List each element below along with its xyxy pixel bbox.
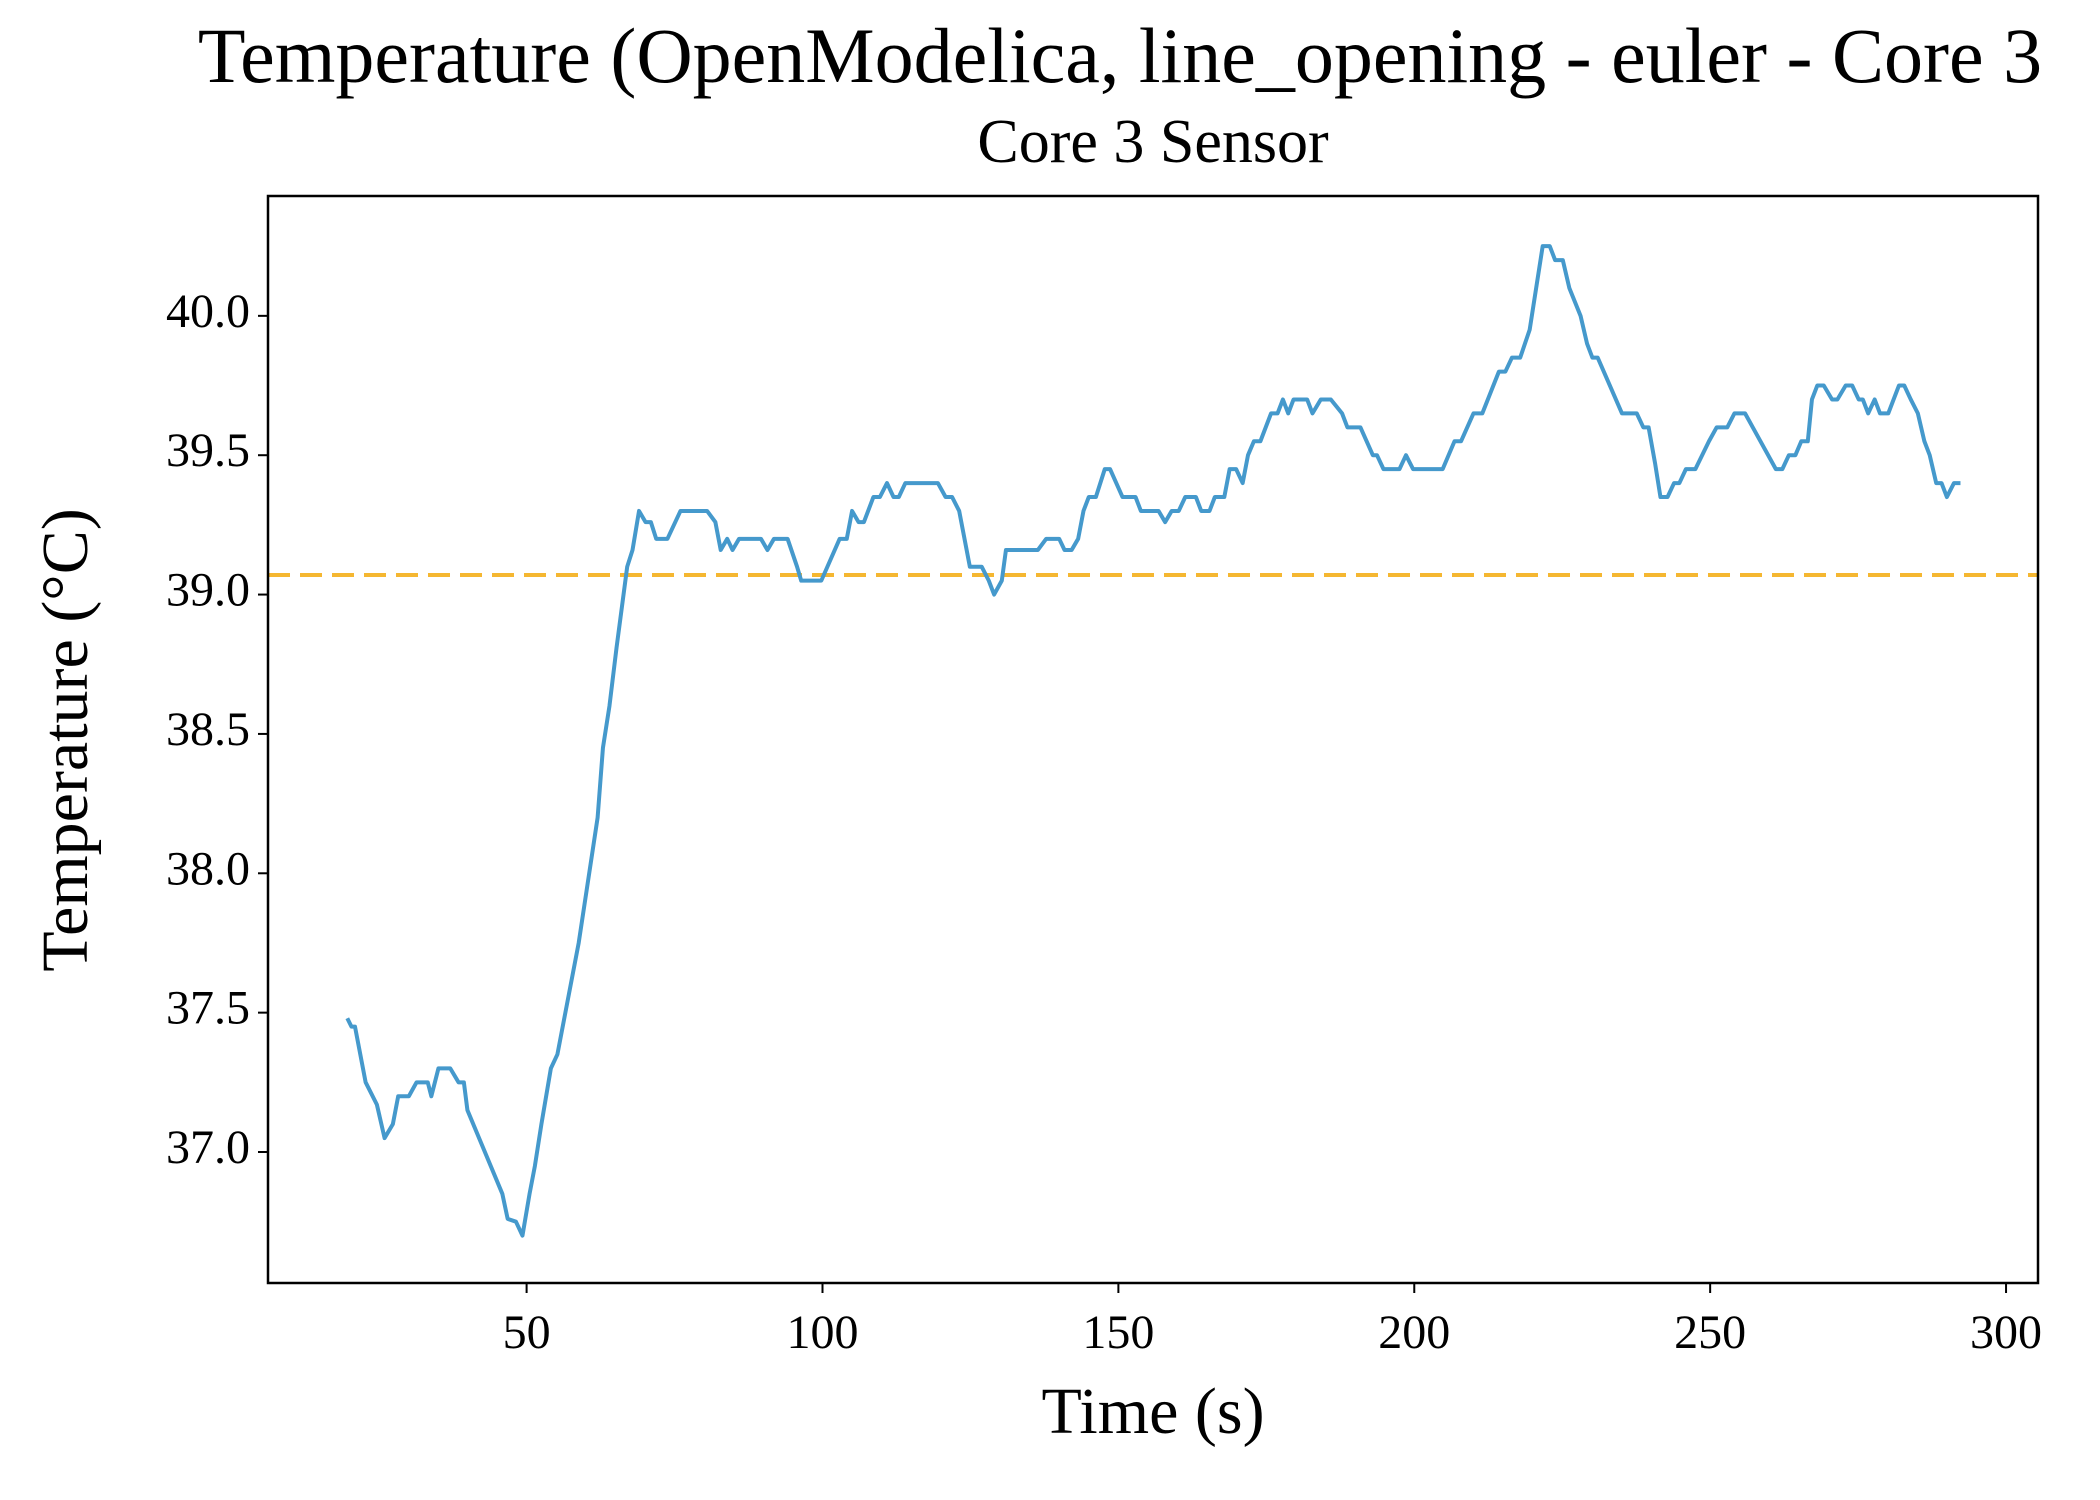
y-tick-label: 38.5 xyxy=(166,703,250,756)
y-tick-label: 38.0 xyxy=(166,842,250,895)
y-tick-label: 40.0 xyxy=(166,285,250,338)
data-line xyxy=(345,244,1961,1238)
x-tick-label: 50 xyxy=(503,1306,551,1359)
x-axis-label: Time (s) xyxy=(1041,1375,1264,1448)
x-tick-label: 250 xyxy=(1674,1306,1746,1359)
y-tick-label: 37.5 xyxy=(166,982,250,1035)
y-axis-label: Temperature (°C) xyxy=(29,508,102,971)
y-tick-label: 39.5 xyxy=(166,424,250,477)
chart-title: Temperature (OpenModelica, line_opening … xyxy=(198,12,2042,99)
x-tick-label: 100 xyxy=(786,1306,858,1359)
x-tick-label: 200 xyxy=(1378,1306,1450,1359)
x-tick-label: 150 xyxy=(1082,1306,1154,1359)
chart-subtitle: Core 3 Sensor xyxy=(977,108,1329,176)
plot-frame xyxy=(266,194,2040,1285)
y-tick-label: 39.0 xyxy=(166,564,250,617)
y-tick-label: 37.0 xyxy=(166,1121,250,1174)
x-tick-label: 300 xyxy=(1970,1306,2042,1359)
